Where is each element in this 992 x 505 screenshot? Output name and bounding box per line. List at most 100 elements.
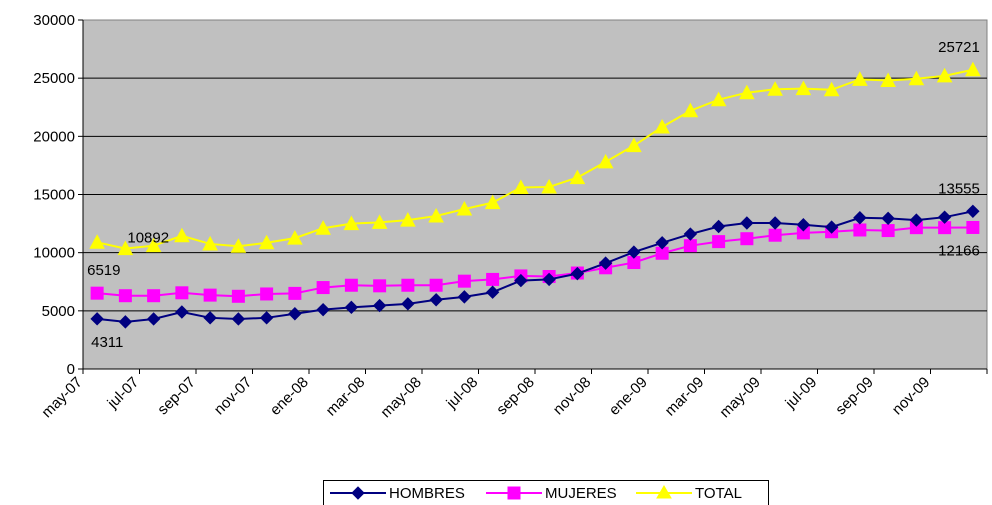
data-point-hombres — [90, 312, 104, 326]
data-point-mujeres — [401, 278, 415, 292]
data-point-total — [230, 238, 247, 253]
data-point-hombres — [627, 245, 641, 259]
data-point-hombres — [372, 298, 387, 313]
data-point-hombres — [655, 236, 669, 250]
data-point-mujeres — [768, 228, 782, 242]
y-tick-label: 10000 — [33, 245, 75, 262]
data-point-total — [654, 118, 670, 134]
data-label: 13555 — [938, 180, 980, 197]
x-tick-label: may-09 — [716, 374, 763, 421]
data-point-total — [456, 200, 473, 216]
data-point-total — [202, 235, 218, 251]
data-point-hombres — [429, 293, 443, 307]
data-point-total — [89, 234, 105, 249]
data-point-mujeres — [260, 287, 274, 301]
data-point-hombres — [740, 216, 754, 230]
data-point-total — [795, 80, 812, 96]
series-line-total — [96, 68, 974, 250]
data-point-total — [908, 70, 925, 86]
data-point-total — [597, 153, 614, 169]
data-point-total — [287, 230, 303, 245]
data-point-hombres — [316, 302, 330, 317]
data-point-hombres — [401, 297, 415, 311]
data-point-mujeres — [457, 274, 471, 288]
data-point-total — [569, 169, 586, 185]
data-point-hombres — [288, 307, 302, 321]
x-tick-label: nov-08 — [550, 374, 594, 418]
data-point-hombres — [203, 311, 217, 325]
data-point-mujeres — [373, 279, 387, 293]
x-tick-label: nov-07 — [211, 374, 255, 418]
data-point-hombres — [542, 272, 556, 287]
x-tick-label: may-08 — [377, 374, 424, 421]
data-point-total — [484, 194, 501, 210]
legend-item-hombres: HOMBRES — [328, 483, 465, 503]
data-point-mujeres — [118, 289, 132, 303]
data-point-hombres — [909, 213, 924, 227]
data-point-total — [541, 178, 557, 194]
data-label: 6519 — [87, 262, 120, 279]
data-point-hombres — [457, 290, 472, 304]
data-point-hombres — [259, 311, 274, 325]
legend: HOMBRES MUJERES TOTAL — [323, 480, 769, 505]
y-tick-label: 30000 — [33, 12, 75, 29]
data-point-mujeres — [966, 220, 980, 234]
data-point-hombres — [824, 220, 839, 234]
x-tick-label: jul-08 — [443, 374, 482, 413]
legend-swatch-total — [636, 485, 692, 499]
legend-item-total: TOTAL — [634, 483, 742, 503]
x-tick-label: ene-09 — [606, 374, 651, 419]
data-label: 25721 — [938, 39, 980, 56]
data-point-mujeres — [288, 286, 302, 300]
data-point-total — [936, 67, 953, 83]
y-tick-label: 20000 — [33, 128, 75, 145]
data-point-total — [710, 91, 727, 107]
y-tick-label: 15000 — [33, 187, 75, 204]
data-point-hombres — [485, 285, 500, 299]
series-hombres — [90, 204, 980, 329]
data-point-hombres — [146, 312, 161, 326]
data-point-hombres — [937, 210, 952, 224]
data-point-mujeres — [429, 278, 443, 292]
y-tick-label: 25000 — [33, 70, 75, 87]
data-point-hombres — [175, 305, 189, 319]
data-point-mujeres — [853, 223, 867, 237]
data-point-total — [258, 234, 275, 250]
x-tick-label: ene-08 — [267, 374, 312, 419]
x-tick-label: jul-09 — [782, 374, 821, 413]
x-tick-label: sep-09 — [832, 374, 876, 418]
x-tick-label: sep-08 — [493, 374, 537, 418]
data-point-mujeres — [203, 288, 217, 302]
data-point-mujeres — [231, 289, 245, 303]
data-label: 12166 — [938, 242, 980, 259]
x-tick-label: jul-07 — [104, 374, 143, 413]
data-point-mujeres — [175, 286, 189, 300]
legend-label-hombres: HOMBRES — [389, 484, 465, 502]
data-point-hombres — [514, 273, 528, 288]
x-tick-label: nov-09 — [889, 374, 933, 418]
data-point-total — [428, 207, 444, 223]
data-point-hombres — [711, 219, 726, 234]
data-point-total — [823, 81, 840, 97]
y-tick-label: 0 — [67, 361, 75, 378]
data-point-hombres — [796, 218, 811, 232]
legend-label-total: TOTAL — [695, 484, 742, 502]
data-point-total — [343, 215, 360, 231]
data-point-mujeres — [344, 278, 358, 292]
data-point-hombres — [966, 204, 980, 219]
data-point-mujeres — [740, 232, 754, 246]
data-point-total — [371, 214, 388, 229]
data-point-hombres — [683, 227, 698, 241]
data-point-total — [965, 61, 981, 77]
data-point-total — [315, 220, 331, 235]
x-tick-label: mar-08 — [323, 374, 369, 420]
x-tick-label: mar-09 — [662, 374, 708, 420]
y-tick-label: 5000 — [42, 303, 75, 320]
data-point-hombres — [881, 211, 895, 226]
data-point-hombres — [768, 216, 782, 230]
data-point-mujeres — [881, 224, 895, 238]
data-labels: 4311 6519 10892 13555 12166 25721 — [87, 39, 980, 351]
data-point-hombres — [344, 300, 359, 315]
legend-swatch-hombres — [330, 486, 386, 500]
